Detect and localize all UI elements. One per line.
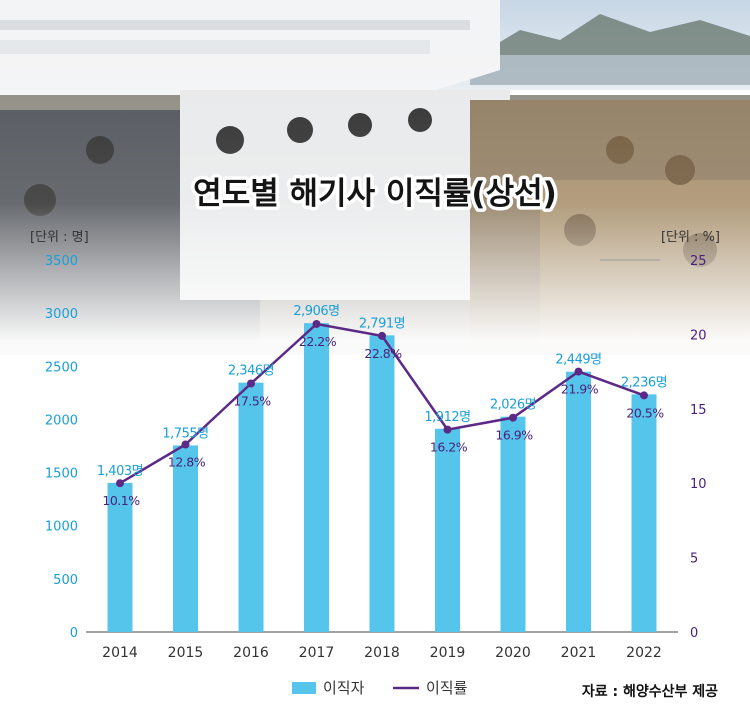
chart-title-halo: 연도별 해기사 이직률(상선) [193,176,557,212]
rate-value-label: 21.9% [561,382,599,397]
rate-value-label: 16.2% [430,440,468,455]
rate-point-2017 [312,319,321,328]
chart-title-group: 연도별 해기사 이직률(상선)연도별 해기사 이직률(상선) [190,173,561,216]
bar-2015 [173,445,198,632]
x-tick: 2014 [102,645,138,661]
y-right-tick: 5 [690,552,698,567]
x-tick: 2017 [299,645,335,661]
bar-series [107,323,657,632]
rate-point-2016 [247,379,255,388]
y-right-tick: 15 [690,403,707,418]
bar-2022 [631,394,657,632]
x-ticks: 2014 2015 2016 2017 2018 2019 2020 2021 2022 [102,645,662,661]
rate-value-label: 22.8% [364,346,402,361]
legend-line-label: 이직률 [426,679,468,697]
bar-2014 [107,482,133,632]
bar-value-label: 2,026명 [490,398,536,413]
rate-point-2019 [443,425,452,434]
y-left-ticks: 0 500 1000 1500 2000 2500 3000 3500 [45,254,78,641]
bar-value-label: 1,403명 [97,464,143,479]
bar-value-labels: 1,403명 1,755명 2,346명 2,906명 2,791명 1,912명 2,02… [97,304,668,479]
rate-point-2020 [509,413,517,422]
rate-value-label: 20.5% [626,405,664,420]
rate-value-label: 12.8% [168,455,206,470]
rate-value-labels: 10.1% 12.8% 17.5% 22.2% 22.8% 16.2% 16.9% 21.9%… [102,334,664,508]
rate-value-label: 22.2% [299,334,337,349]
y-left-tick: 0 [70,626,78,641]
x-tick: 2021 [561,645,597,661]
x-tick: 2015 [168,645,204,661]
rate-point-2015 [181,440,190,449]
bar-value-label: 2,906명 [293,304,339,319]
y-right-tick: 0 [690,626,698,641]
y-left-tick: 2500 [45,360,78,375]
legend-bar-label: 이직자 [323,679,365,697]
bar-value-label: 2,449명 [555,353,601,368]
rate-value-label: 16.9% [495,428,533,443]
bar-value-label: 1,755명 [162,426,208,441]
rate-point-2021 [574,367,583,376]
y-left-tick: 3500 [45,254,78,269]
y-left-unit-label: [단위 : 명] [30,230,89,245]
y-left-tick: 1000 [45,520,78,535]
source-note: 자료 : 해양수산부 제공 [582,683,718,700]
legend: 이직자 이직률 [292,679,468,697]
bar-2017 [304,323,329,632]
x-tick: 2018 [364,645,400,661]
rate-point-2018 [378,331,386,340]
rate-value-label: 17.5% [233,394,271,409]
y-left-tick: 3000 [45,307,78,322]
rate-point-2014 [116,479,124,488]
y-right-ticks: 0 5 10 15 20 25 [690,254,707,641]
y-left-tick: 500 [53,573,78,588]
bar-2018 [369,335,395,632]
rate-value-label: 10.1% [102,493,140,508]
y-right-tick: 25 [690,254,707,269]
x-tick: 2016 [233,645,269,661]
bar-value-label: 1,912명 [424,410,470,425]
y-right-tick: 10 [690,477,707,492]
chart-title: 연도별 해기사 이직률(상선) [193,176,557,212]
x-tick: 2020 [495,645,531,661]
bar-value-label: 2,346명 [228,364,274,379]
bar-2019 [435,428,460,632]
x-tick: 2019 [430,645,466,661]
bar-2016 [238,382,264,632]
y-right-tick: 20 [690,328,707,343]
bar-value-label: 2,791명 [359,316,405,331]
bar-value-label: 2,236명 [621,375,667,390]
legend-bar-swatch [292,682,316,694]
y-right-unit-label: [단위 : %] [661,230,720,245]
y-left-tick: 1500 [45,467,78,482]
bar-2021 [566,371,591,632]
rate-point-2022 [640,391,648,400]
rate-line-series [116,319,648,488]
y-left-tick: 2000 [45,413,78,428]
x-tick: 2022 [626,645,662,661]
bar-2020 [500,416,526,632]
